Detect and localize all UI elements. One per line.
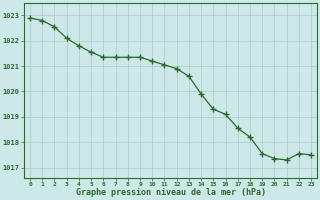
X-axis label: Graphe pression niveau de la mer (hPa): Graphe pression niveau de la mer (hPa) [76,188,266,197]
